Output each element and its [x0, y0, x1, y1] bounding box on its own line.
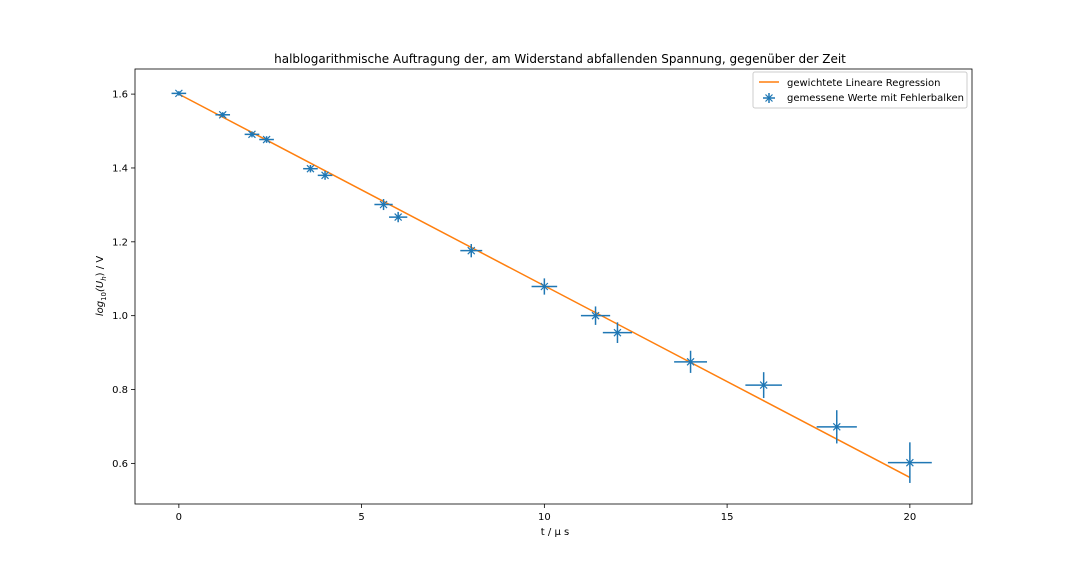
marker-x-stroke — [540, 282, 549, 291]
legend: gewichtete Lineare Regression gemessene … — [752, 71, 968, 109]
data-point — [389, 211, 408, 223]
y-axis-label: log10(Uh) / V — [95, 256, 108, 316]
marker-x-stroke — [591, 311, 600, 320]
marker-x-stroke — [379, 200, 388, 209]
y-tick-label: 0.8 — [112, 385, 128, 396]
legend-label-regression: gewichtete Lineare Regression — [787, 78, 941, 89]
marker-x-stroke — [394, 213, 403, 222]
y-tick-label: 1.6 — [112, 90, 128, 101]
data-point — [215, 110, 231, 119]
data-point — [171, 89, 187, 98]
marker-x-stroke — [218, 110, 227, 119]
data-point — [531, 278, 558, 295]
data-point — [303, 164, 318, 173]
data-point — [374, 198, 393, 211]
y-tick-label: 1.0 — [112, 311, 128, 322]
marker-x-stroke — [905, 458, 914, 467]
x-tick-label: 20 — [903, 512, 916, 523]
data-point — [580, 306, 611, 325]
y-label-arg-close: ) / V — [95, 256, 106, 277]
y-label-main: log — [95, 301, 106, 316]
axis-ticks: 0 5 10 15 20 0.6 0.8 1.0 1.2 1.4 1.6 — [112, 90, 916, 523]
marker-x-stroke — [613, 328, 622, 337]
marker-x-stroke — [686, 357, 695, 366]
marker-x-stroke — [174, 89, 183, 98]
marker-x-stroke — [832, 422, 841, 431]
marker-x-stroke — [321, 171, 329, 180]
data-point — [460, 244, 483, 258]
plot-area — [171, 89, 932, 483]
x-tick-label: 0 — [176, 512, 182, 523]
y-tick-label: 1.2 — [112, 237, 128, 248]
x-tick-label: 10 — [538, 512, 551, 523]
data-point — [887, 442, 932, 483]
data-point — [317, 170, 333, 180]
x-tick-label: 5 — [358, 512, 364, 523]
y-label-arg-sub: h — [100, 276, 108, 280]
data-point — [602, 322, 633, 343]
legend-box — [752, 71, 968, 109]
x-tick-label: 15 — [721, 512, 734, 523]
marker-x-stroke — [306, 164, 315, 173]
axes-frame — [134, 68, 973, 505]
x-axis-label: t / μ s — [541, 527, 569, 538]
data-point — [674, 350, 708, 373]
data-point — [259, 135, 274, 144]
y-label-sub: 10 — [100, 292, 108, 301]
marker-x-stroke — [248, 130, 256, 139]
y-tick-label: 1.4 — [112, 163, 128, 174]
y-tick-label: 0.6 — [112, 459, 128, 470]
data-point — [244, 130, 260, 139]
legend-label-measured: gemessene Werte mit Fehlerbalken — [787, 93, 964, 104]
chart-title: halblogarithmische Auftragung der, am Wi… — [274, 52, 846, 66]
marker-x-stroke — [467, 246, 476, 255]
data-point — [745, 372, 782, 399]
marker-x-stroke — [759, 381, 768, 390]
data-point — [816, 410, 857, 444]
legend-marker-swatch — [763, 93, 775, 103]
marker-x-stroke — [262, 135, 271, 144]
y-label-arg-open: (U — [95, 280, 106, 292]
